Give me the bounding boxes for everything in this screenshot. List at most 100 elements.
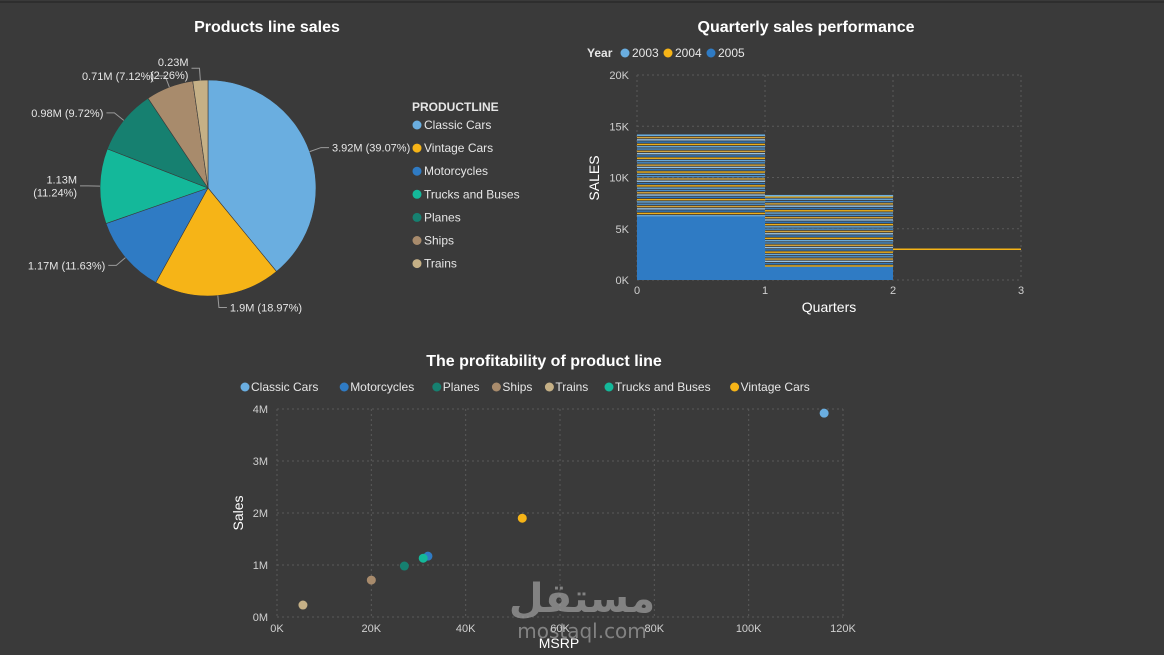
quarterly-bar-strip-q1 — [765, 235, 893, 237]
pie-leader-classic-cars — [309, 147, 329, 153]
scatter-legend-label-planes: Planes — [443, 380, 480, 394]
quarterly-bar-strip-q1 — [765, 223, 893, 226]
scatter-x-tick: 40K — [456, 623, 476, 635]
scatter-legend-dot-planes — [432, 382, 442, 392]
quarterly-bars — [637, 134, 1021, 280]
quarterly-y-axis-label: SALES — [586, 155, 602, 200]
scatter-legend-dot-motorcycles — [339, 382, 349, 392]
quarterly-bar-strip-q0 — [637, 196, 765, 199]
quarterly-bar-strip-q1 — [765, 196, 893, 198]
quarterly-bar-q0 — [637, 216, 765, 280]
quarterly-bar-strip-q0 — [637, 152, 765, 155]
quarterly-bar-strip-q1 — [765, 214, 893, 217]
legend-label-motorcycles: Motorcycles — [424, 164, 488, 178]
quarterly-bar-strip-q0 — [637, 148, 765, 150]
quarterly-bar-strip-q0 — [637, 150, 765, 153]
quarterly-bar-strip-q1 — [765, 239, 893, 242]
pie-leader-vintage-cars — [217, 295, 227, 309]
quarterly-bar-strip-q1 — [765, 260, 893, 263]
quarterly-bar-strip-q1 — [765, 242, 893, 244]
quarterly-bar-strip-q0 — [637, 182, 765, 185]
quarterly-bar-strip-q0 — [637, 180, 765, 182]
quarterly-bar-strip-q0 — [637, 175, 765, 178]
quarterly-legend: 2003 2004 2005 — [620, 46, 745, 60]
legend-dot-planes — [412, 212, 422, 222]
quarterly-x-tick: 2 — [890, 285, 896, 297]
quarterly-bar-strip-q0 — [637, 187, 765, 189]
quarterly-bar-strip-q1 — [765, 210, 893, 212]
quarterly-bar-strip-q0 — [637, 164, 765, 166]
quarterly-bar-strip-q0 — [637, 210, 765, 212]
quarterly-bar-strip-q0 — [637, 146, 765, 148]
quarterly-bar-strip-q0 — [637, 143, 765, 146]
quarterly-legend-dot-2005 — [706, 48, 716, 58]
quarterly-y-tick: 20K — [609, 70, 629, 82]
quarterly-bar-strip-q0 — [637, 173, 765, 176]
scatter-y-axis-label: Sales — [230, 495, 246, 530]
pie-data-label-trucks-and-buses: 1.13M — [46, 174, 77, 186]
quarterly-chart-title: Quarterly sales performance — [698, 19, 915, 36]
quarterly-bar-strip-q0 — [637, 208, 765, 210]
quarterly-x-tick: 0 — [634, 285, 640, 297]
quarterly-bar-strip-q0 — [637, 162, 765, 164]
scatter-points — [298, 408, 829, 610]
quarterly-bar-strip-q1 — [765, 219, 893, 221]
quarterly-legend-dot-2003 — [620, 48, 630, 58]
pie-data-label-trains: (2.26%) — [150, 70, 189, 82]
scatter-x-tick: 100K — [736, 623, 762, 635]
legend-label-planes: Planes — [424, 210, 461, 224]
legend-dot-ships — [412, 236, 422, 245]
scatter-point-classic-cars — [819, 408, 829, 418]
quarterly-bar-strip-q0 — [637, 201, 765, 203]
legend-label-vintage-cars: Vintage Cars — [424, 141, 493, 155]
scatter-gridlines — [276, 408, 844, 618]
scatter-chart-title: The profitability of product line — [426, 353, 662, 370]
quarterly-bar-strip-q0 — [637, 203, 765, 205]
legend-dot-trucks-and-buses — [412, 189, 422, 199]
pie-data-label-ships: 0.71M (7.12%) — [82, 71, 154, 83]
pie-data-label-trains: 0.23M — [158, 57, 189, 69]
quarterly-y-tick: 5K — [616, 224, 630, 236]
quarterly-legend-label-2003: 2003 — [632, 46, 659, 60]
quarterly-y-tick: 10K — [609, 173, 629, 185]
scatter-legend-dot-classic-cars — [240, 382, 250, 392]
pie-data-label-trucks-and-buses: (11.24%) — [33, 187, 77, 199]
quarterly-bar-strip-q1 — [765, 198, 893, 200]
scatter-y-tick: 2M — [253, 508, 268, 520]
quarterly-bar-strip-q0 — [637, 141, 765, 143]
quarterly-bar-top-q1 — [765, 194, 893, 197]
pie-legend: Classic Cars Vintage Cars Motorcycles Truck… — [412, 118, 520, 271]
quarterly-bar-q1 — [765, 266, 893, 280]
scatter-y-tick: 1M — [253, 560, 268, 572]
quarterly-bar-strip-q1 — [765, 212, 893, 214]
quarterly-bar-strip-q0 — [637, 155, 765, 157]
quarterly-bar-strip-q1 — [765, 251, 893, 253]
scatter-x-tick: 20K — [362, 623, 382, 635]
scatter-x-tick: 120K — [830, 623, 856, 635]
scatter-chart-panel: The profitability of product line Classi… — [230, 353, 857, 651]
quarterly-bar-top-q0 — [637, 134, 765, 136]
quarterly-bar-strip-q0 — [637, 136, 765, 139]
scatter-ticks: 0M 1M 2M 3M 4M 0K 20K 40K 60K 80K 100K 120K — [253, 404, 857, 635]
scatter-point-trucks-and-buses — [418, 553, 428, 563]
quarterly-bar-strip-q1 — [765, 253, 893, 256]
scatter-legend-dot-trucks-and-buses — [604, 382, 614, 392]
legend-label-ships: Ships — [424, 234, 454, 248]
legend-dot-vintage-cars — [412, 143, 422, 153]
legend-dot-motorcycles — [412, 166, 422, 176]
quarterly-bar-strip-q0 — [637, 212, 765, 215]
quarterly-bar-strip-q0 — [637, 194, 765, 196]
quarterly-bar-strip-q0 — [637, 169, 765, 171]
legend-label-trains: Trains — [424, 257, 457, 271]
quarterly-bar-strip-q1 — [765, 230, 893, 233]
quarterly-bar-strip-q0 — [637, 205, 765, 208]
legend-label-classic-cars: Classic Cars — [424, 118, 491, 132]
quarterly-bar-strip-q1 — [765, 262, 893, 265]
quarterly-chart-panel: Quarterly sales performance Year 2003 200… — [586, 19, 1024, 315]
scatter-point-trains — [298, 600, 308, 610]
quarterly-x-tick: 3 — [1018, 285, 1024, 297]
quarterly-legend-label-2004: 2004 — [675, 46, 702, 60]
scatter-point-planes — [399, 561, 409, 571]
watermark-latin: mostaql.com — [517, 619, 647, 643]
pie-leader-ships — [157, 75, 170, 88]
